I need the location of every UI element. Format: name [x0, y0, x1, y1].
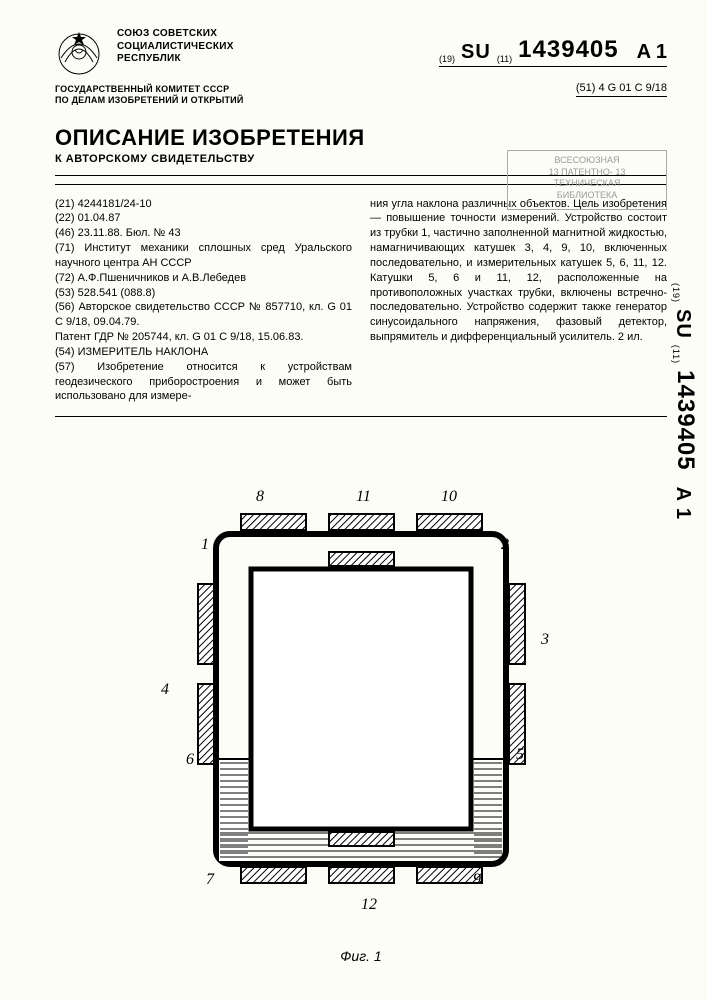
committee-block: ГОСУДАРСТВЕННЫЙ КОМИТЕТ СССР ПО ДЕЛАМ ИЗ… [55, 84, 285, 107]
issuer-block: СОЮЗ СОВЕТСКИХ СОЦИАЛИСТИЧЕСКИХ РЕСПУБЛИ… [117, 28, 257, 66]
issuer-line: СОЦИАЛИСТИЧЕСКИХ [117, 41, 257, 54]
side-document-number: (19) SU (11) 1439405 A 1 [671, 283, 699, 520]
inid-11: (11) [497, 54, 512, 64]
kind-code: A 1 [637, 41, 667, 64]
patent-number: 1439405 [518, 36, 618, 64]
document-number: (19) SU (11) 1439405 A 1 [439, 36, 667, 67]
figure-caption: Фиг. 1 [55, 948, 667, 964]
library-stamp: ВСЕСОЮЗНАЯ 13 ПАТЕНТНО- 13 ТЕХНИЧЕСКАЯ Б… [507, 150, 667, 210]
ussr-emblem-icon [55, 28, 103, 76]
svg-text:2: 2 [501, 536, 509, 553]
svg-text:11: 11 [356, 488, 371, 505]
ipc-code: (51) 4 G 01 C 9/18 [576, 82, 667, 97]
biblio-left-col: (21) 4244181/24-10(22) 01.04.87(46) 23.1… [55, 197, 352, 405]
svg-text:12: 12 [361, 896, 377, 913]
committee-line: ГОСУДАРСТВЕННЫЙ КОМИТЕТ СССР [55, 84, 285, 95]
svg-text:10: 10 [441, 488, 457, 505]
inid-19: (19) [439, 54, 455, 64]
committee-line: ПО ДЕЛАМ ИЗОБРЕТЕНИЙ И ОТКРЫТИЙ [55, 95, 285, 106]
issuer-line: РЕСПУБЛИК [117, 53, 257, 66]
svg-text:9: 9 [473, 871, 481, 888]
country-code: SU [461, 41, 491, 64]
biblio-right-col: ния угла наклона различных объектов. Цел… [370, 197, 667, 405]
biblio-text-left: (21) 4244181/24-10(22) 01.04.87(46) 23.1… [55, 197, 352, 405]
biblio-text-right: ния угла наклона различных объектов. Цел… [370, 197, 667, 345]
svg-text:4: 4 [161, 681, 169, 698]
doc-title: ОПИСАНИЕ ИЗОБРЕТЕНИЯ [55, 125, 667, 151]
svg-text:3: 3 [540, 631, 549, 648]
svg-text:7: 7 [206, 871, 215, 888]
svg-text:5: 5 [516, 746, 524, 763]
biblio-section: (21) 4244181/24-10(22) 01.04.87(46) 23.1… [55, 184, 667, 418]
svg-text:1: 1 [201, 536, 209, 553]
svg-text:6: 6 [186, 751, 194, 768]
issuer-line: СОЮЗ СОВЕТСКИХ [117, 28, 257, 41]
svg-text:8: 8 [256, 488, 264, 505]
figure-1: 123456789101112 Фиг. 1 [55, 439, 667, 964]
